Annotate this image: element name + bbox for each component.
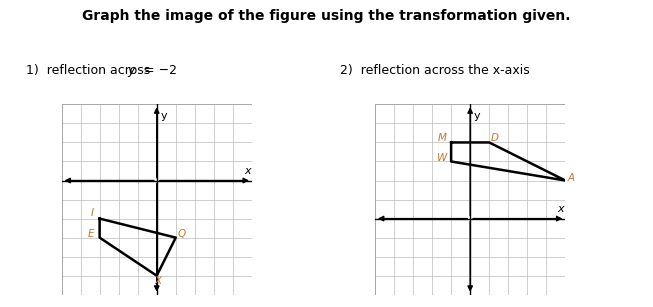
Text: D: D xyxy=(491,133,499,142)
Text: y: y xyxy=(474,111,481,121)
Text: x: x xyxy=(558,204,564,214)
Text: I: I xyxy=(91,208,94,218)
Text: 1)  reflection across: 1) reflection across xyxy=(26,64,154,77)
Text: M: M xyxy=(438,133,447,142)
Text: X: X xyxy=(155,276,161,286)
Text: y: y xyxy=(161,111,167,121)
Text: x: x xyxy=(244,166,251,176)
Text: E: E xyxy=(88,229,95,239)
Text: = −2: = −2 xyxy=(140,64,178,77)
Text: Graph the image of the figure using the transformation given.: Graph the image of the figure using the … xyxy=(82,9,571,23)
Text: y: y xyxy=(127,64,135,77)
Text: W: W xyxy=(437,153,447,162)
Text: 2)  reflection across the x-axis: 2) reflection across the x-axis xyxy=(340,64,530,77)
Text: Q: Q xyxy=(178,229,186,239)
Text: A: A xyxy=(567,173,575,183)
